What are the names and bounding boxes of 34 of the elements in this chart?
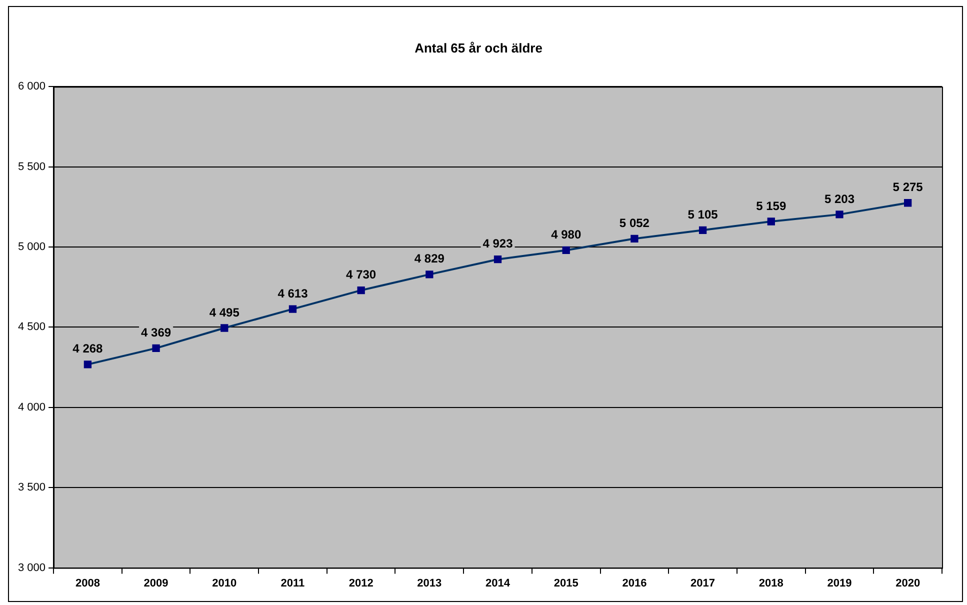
x-tick-label: 2019 xyxy=(827,577,852,590)
x-tick-label: 2018 xyxy=(758,577,784,590)
data-label: 4 369 xyxy=(141,326,172,340)
data-label: 5 275 xyxy=(892,180,924,194)
x-tick-label: 2012 xyxy=(348,577,374,590)
data-label: 4 923 xyxy=(482,236,514,251)
y-tick-label: 5 500 xyxy=(18,160,46,173)
y-tick-label: 4 000 xyxy=(18,401,46,414)
data-label: 4 613 xyxy=(278,286,308,300)
data-label: 5 203 xyxy=(824,192,855,206)
x-tick-label: 2008 xyxy=(75,577,100,590)
data-label: 4 495 xyxy=(209,305,240,320)
data-label: 5 052 xyxy=(619,216,650,230)
y-tick-label: 6 000 xyxy=(18,80,46,93)
chart-title: Antal 65 år och äldre xyxy=(414,40,542,56)
y-tick-label: 3 000 xyxy=(18,562,46,574)
data-label: 5 105 xyxy=(688,207,718,222)
x-tick-label: 2011 xyxy=(280,577,305,590)
x-tick-label: 2014 xyxy=(486,577,511,590)
data-label: 4 829 xyxy=(414,252,445,266)
x-tick-label: 2020 xyxy=(896,577,920,590)
data-label: 4 980 xyxy=(551,228,582,242)
x-tick-label: 2013 xyxy=(417,577,442,590)
data-label: 4 268 xyxy=(72,342,104,356)
x-tick-label: 2009 xyxy=(144,577,168,590)
data-label: 4 730 xyxy=(346,268,376,282)
data-label: 5 159 xyxy=(756,198,786,213)
y-tick-label: 5 000 xyxy=(18,241,46,254)
x-tick-label: 2015 xyxy=(554,577,578,590)
x-tick-label: 2017 xyxy=(690,577,716,590)
x-tick-label: 2016 xyxy=(622,577,647,590)
x-tick-label: 2010 xyxy=(212,577,237,590)
y-tick-label: 4 500 xyxy=(18,321,46,334)
y-tick-label: 3 500 xyxy=(18,482,46,494)
